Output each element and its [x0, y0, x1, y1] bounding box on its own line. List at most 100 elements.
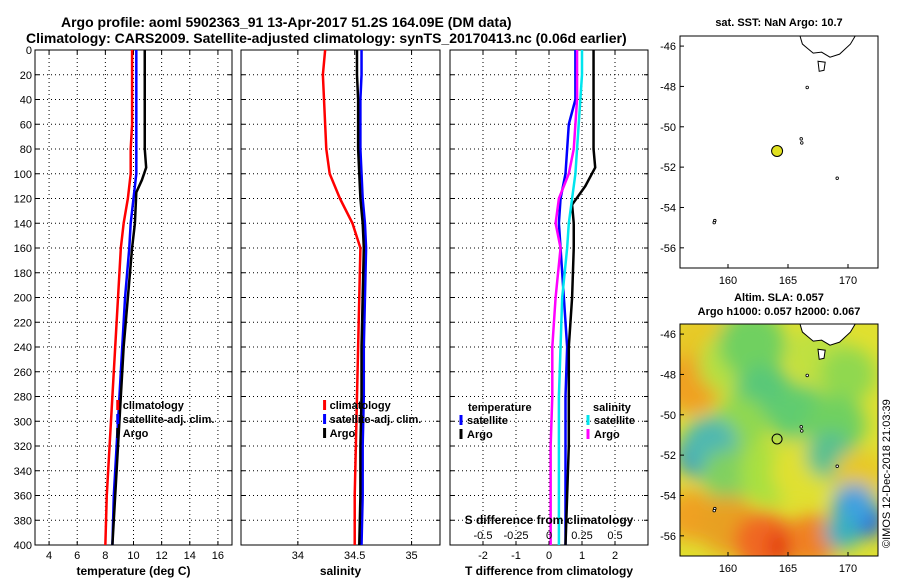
island-marker	[835, 176, 839, 180]
sla-patch	[786, 513, 838, 556]
y-tick-label: 120	[14, 194, 32, 206]
y-tick-label: -50	[660, 410, 676, 422]
x-tick-label: 165	[779, 563, 797, 575]
y-tick-label: 20	[20, 70, 32, 82]
sla-patch	[820, 346, 876, 403]
figure-title-line2: Climatology: CARS2009. Satellite-adjuste…	[26, 30, 627, 46]
island-marker	[800, 429, 804, 433]
x-tick-label: 14	[184, 550, 196, 562]
series-line-satellite-adj-clim-	[359, 50, 368, 546]
y-tick-label: 160	[14, 243, 32, 255]
legend-entry: satellite	[594, 415, 635, 427]
x-tick-label: 35	[405, 550, 417, 562]
x-axis-label: temperature (deg C)	[76, 564, 190, 578]
map-frame	[679, 35, 879, 269]
x-tick-label: 0	[546, 550, 552, 562]
x-tick-label: 4	[46, 550, 52, 562]
y-tick-label: 380	[14, 515, 32, 527]
island-marker	[800, 141, 804, 145]
map-frame	[679, 323, 879, 557]
series-line-s-satellite	[557, 50, 584, 545]
sst-map-title: sat. SST: NaN Argo: 10.7	[715, 17, 842, 29]
y-tick-label: 360	[14, 491, 32, 503]
x-axis-label: T difference from climatology	[465, 564, 633, 578]
legend-title-temperature: temperature	[468, 402, 532, 414]
island-marker	[712, 508, 716, 513]
y-tick-label: -54	[660, 202, 676, 214]
temperature-panel: 0 20 40 60 80 100 120 140 160 180 200 220 240 260 280 3…	[14, 45, 233, 578]
island-marker	[799, 425, 803, 429]
y-tick-label: -54	[660, 490, 676, 502]
y-tick-label: -56	[660, 243, 676, 255]
sla-map-title-line2: Argo h1000: 0.057 h2000: 0.067	[698, 306, 861, 318]
island-marker	[799, 137, 803, 141]
y-tick-label: -46	[660, 41, 676, 53]
coastline-south-island	[799, 323, 857, 346]
y-tick-label: 260	[14, 367, 32, 379]
x-tick-label: 10	[127, 550, 139, 562]
coastline-south-island	[799, 35, 857, 58]
island-marker	[805, 373, 809, 378]
series-line-argo	[111, 50, 148, 546]
legend-entry: satellite-adj. clim.	[123, 414, 215, 426]
legend-entry: Argo	[330, 428, 356, 440]
island-marker	[805, 85, 809, 90]
series-line-s-argo	[549, 50, 579, 545]
sla-map-panel: Altim. SLA: 0.057 Argo h1000: 0.057 h2000…	[660, 292, 879, 575]
argo-position-marker	[771, 144, 784, 157]
y-tick-label: -46	[660, 329, 676, 341]
y-tick-label: 240	[14, 342, 32, 354]
x-tick-label: -1	[511, 550, 521, 562]
legend-entry: Argo	[594, 429, 620, 441]
y-tick-label: 400	[14, 540, 32, 552]
y-tick-label: 60	[20, 119, 32, 131]
legend-entry: satellite	[467, 415, 508, 427]
sla-heatmap	[680, 324, 878, 556]
x2-axis-label: S difference from climatology	[465, 513, 634, 527]
y-tick-label: 280	[14, 392, 32, 404]
sla-patch	[824, 513, 860, 550]
x-tick-label: 160	[719, 275, 737, 287]
x-tick-label: 12	[156, 550, 168, 562]
legend-title-salinity: salinity	[593, 402, 632, 414]
series-line-climatology	[321, 49, 362, 545]
y-tick-label: 180	[14, 268, 32, 280]
sst-map-panel: sat. SST: NaN Argo: 10.7 160 165 170 -46 -48 -…	[660, 17, 879, 287]
plot-frame	[240, 49, 441, 546]
legend-entry: climatology	[330, 400, 392, 412]
x-tick-label: 6	[74, 550, 80, 562]
x-tick-label: 170	[839, 275, 857, 287]
x2-tick-label: 0.5	[607, 530, 622, 542]
x-tick-label: 34	[292, 550, 304, 562]
x-tick-label: 170	[839, 563, 857, 575]
x-tick-label: 8	[102, 550, 108, 562]
sla-patch	[718, 324, 786, 379]
coastline-stewart-island	[817, 60, 826, 72]
island-marker	[712, 220, 716, 225]
y-tick-label: 220	[14, 317, 32, 329]
series-line-climatology	[104, 50, 134, 546]
x-tick-label: 165	[779, 275, 797, 287]
series-line-t-satellite	[557, 50, 577, 545]
y-tick-label: -52	[660, 450, 676, 462]
y-tick-label: -52	[660, 162, 676, 174]
x-tick-label: 160	[719, 563, 737, 575]
x-tick-label: 1	[579, 550, 585, 562]
y-tick-label: 0	[26, 45, 32, 57]
y-tick-label: 80	[20, 144, 32, 156]
sla-patch	[702, 449, 754, 502]
x-tick-label: 34.5	[344, 550, 365, 562]
legend-entry: climatology	[123, 400, 185, 412]
x-tick-label: -2	[478, 550, 488, 562]
y-tick-label: 100	[14, 169, 32, 181]
sla-field	[680, 324, 878, 556]
y-tick-label: 40	[20, 95, 32, 107]
legend-entry: satellite-adj. clim.	[330, 414, 422, 426]
series-line-argo	[355, 50, 366, 546]
difference-panel: -2 -1 0 1 2 T difference from climatology temp…	[449, 49, 649, 578]
y-tick-label: 300	[14, 416, 32, 428]
argo-position-marker	[771, 433, 783, 445]
imos-watermark: ©IMOS 12-Dec-2018 21:03:39	[881, 399, 893, 548]
series-line-argo	[564, 50, 597, 546]
